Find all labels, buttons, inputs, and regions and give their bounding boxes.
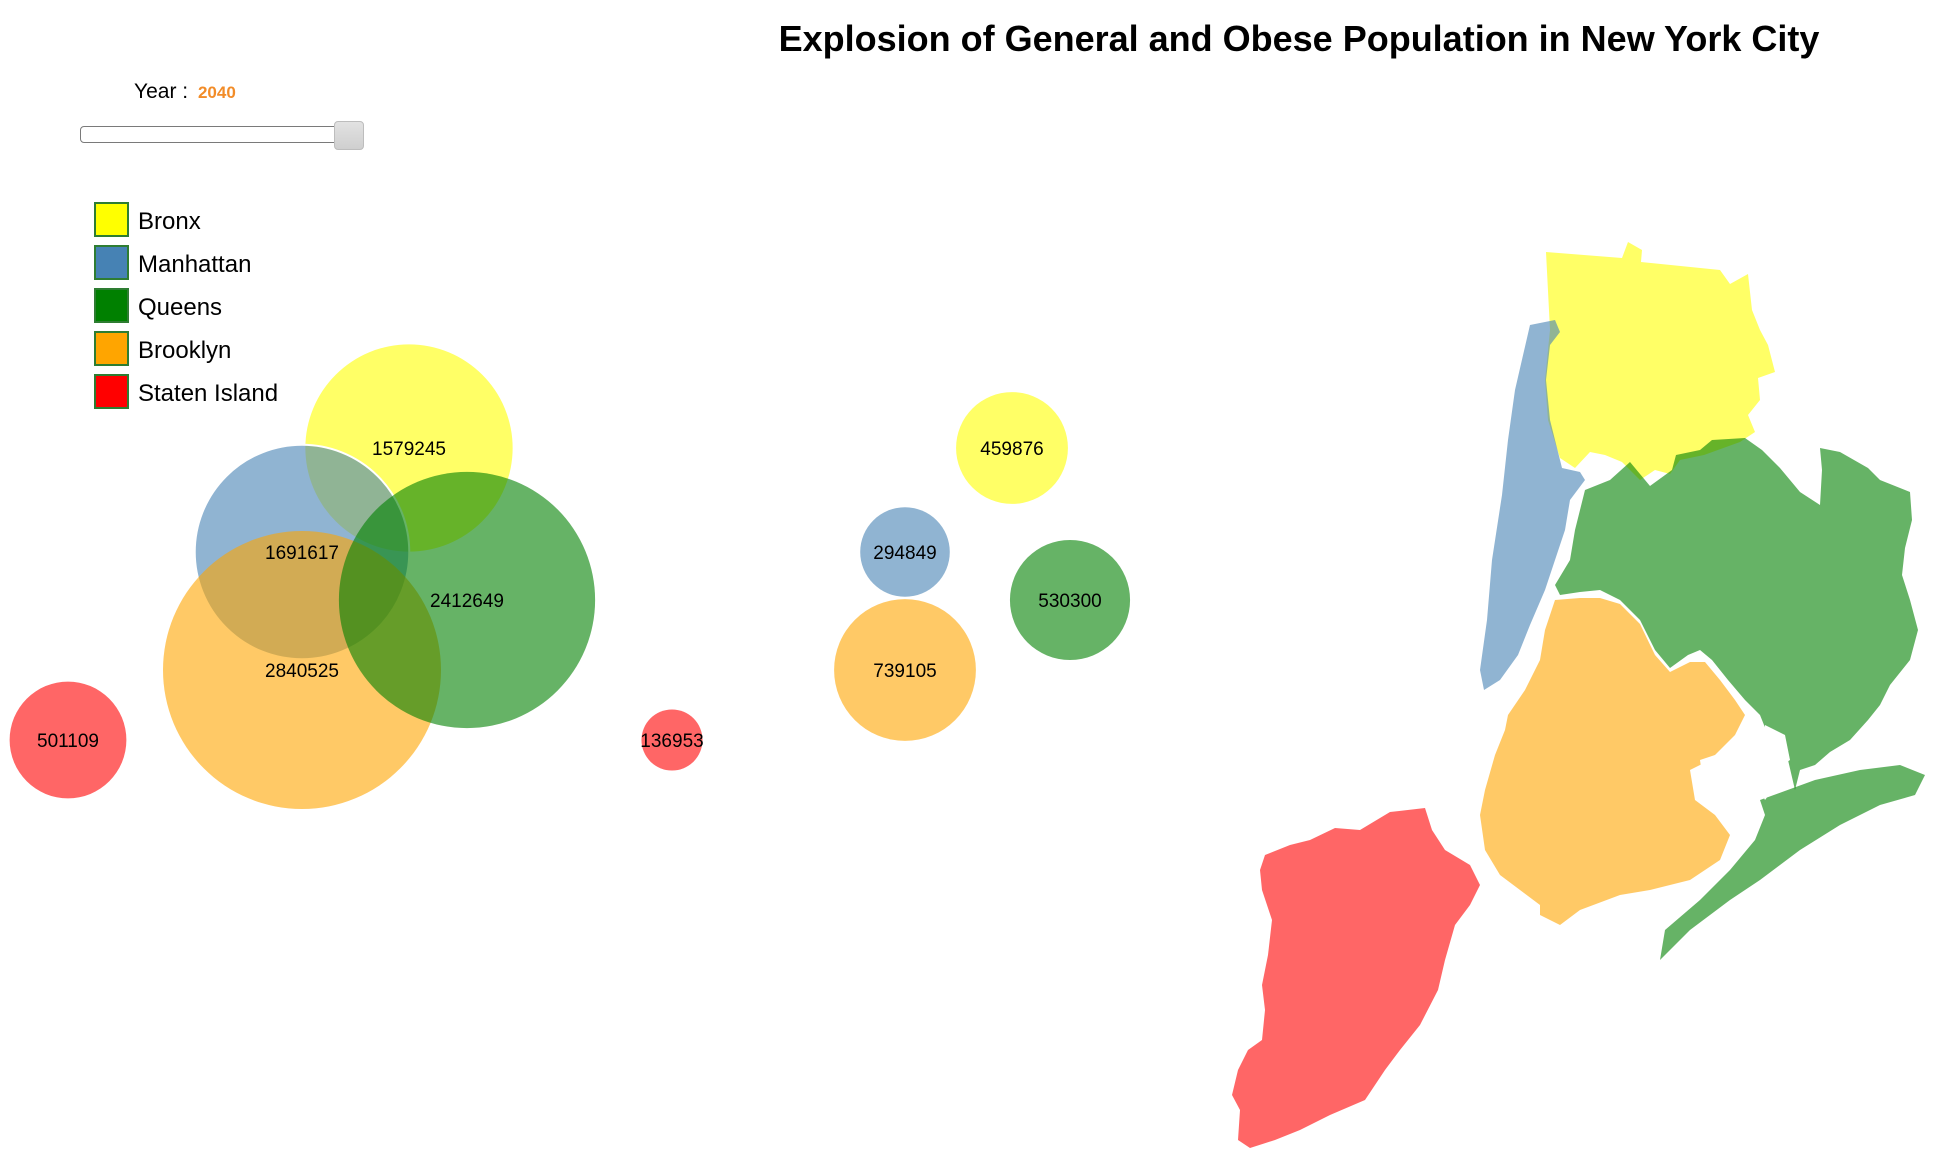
- year-slider-handle[interactable]: [334, 121, 364, 150]
- general-bubble-label: 501109: [37, 731, 99, 752]
- map-inlet: [1700, 750, 1745, 805]
- general-bubble-label: 1579245: [372, 439, 446, 460]
- legend-swatch: [94, 202, 129, 237]
- borough-map: [1232, 242, 1925, 1148]
- map-inlet: [1762, 725, 1790, 770]
- map-region-queens[interactable]: [1555, 438, 1918, 790]
- legend-label: Brooklyn: [138, 337, 232, 364]
- obese-bubble-label: 136953: [640, 731, 703, 752]
- general-bubble-label: 1691617: [265, 543, 339, 564]
- obese-bubbles: 459876 294849 530300 739105 136953: [640, 392, 1131, 771]
- year-slider[interactable]: [80, 121, 364, 150]
- obese-bubble-label: 459876: [980, 439, 1043, 460]
- title-area: Explosion of General and Obese Populatio…: [0, 0, 1948, 80]
- obese-bubble-label: 294849: [873, 543, 936, 564]
- legend-label: Manhattan: [138, 251, 252, 278]
- obese-bubble-staten-island[interactable]: [641, 709, 703, 771]
- obese-bubble-label: 739105: [873, 661, 936, 682]
- obese-bubble-label: 530300: [1038, 591, 1101, 612]
- general-bubble-label: 2840525: [265, 661, 339, 682]
- year-value: 2040: [197, 83, 236, 102]
- legend-swatch: [94, 288, 129, 323]
- year-control: Year : 2040: [134, 80, 236, 104]
- map-region-manhattan[interactable]: [1480, 320, 1585, 690]
- legend-swatch: [94, 331, 129, 366]
- legend-swatch: [94, 374, 129, 409]
- year-label: Year :: [134, 80, 189, 103]
- legend-label: Bronx: [138, 208, 201, 235]
- general-bubble-staten-island[interactable]: [9, 681, 127, 799]
- general-bubble-label: 2412649: [430, 591, 504, 612]
- obese-bubble-bronx[interactable]: [956, 392, 1068, 504]
- map-region-staten-island[interactable]: [1232, 808, 1480, 1148]
- map-region-brooklyn[interactable]: [1480, 598, 1745, 925]
- chart-title: Explosion of General and Obese Populatio…: [778, 18, 1820, 59]
- map-region-bronx[interactable]: [1545, 242, 1775, 480]
- map-inlet: [1750, 760, 1780, 800]
- legend-label: Queens: [138, 294, 223, 321]
- map-region-queens[interactable]: [1660, 765, 1925, 960]
- legend-label: Staten Island: [138, 380, 279, 407]
- obese-bubble-queens[interactable]: [1009, 539, 1131, 661]
- obese-bubble-manhattan[interactable]: [860, 507, 950, 597]
- legend-swatch: [94, 245, 129, 280]
- obese-bubble-brooklyn[interactable]: [834, 599, 976, 741]
- general-bubbles: 1579245 1691617 2412649 2840525 501109: [9, 344, 596, 809]
- general-bubble-queens[interactable]: [338, 471, 596, 729]
